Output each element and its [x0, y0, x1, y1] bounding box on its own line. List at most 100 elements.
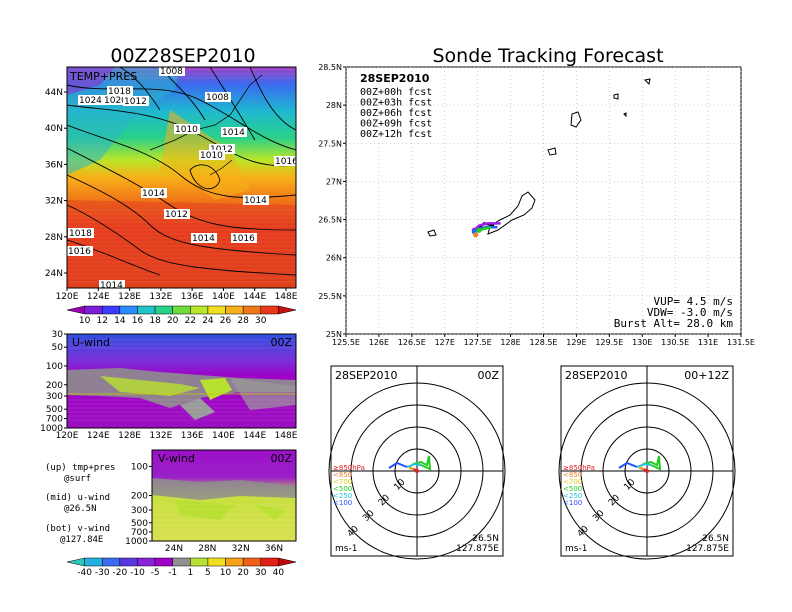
isobar-label-bg: [68, 228, 94, 238]
u-y-tick: 50: [52, 343, 64, 353]
hodo-time: 00Z: [477, 369, 499, 382]
v-x-tick: 24N: [165, 544, 183, 554]
isobar-label-bg: [99, 280, 125, 288]
wind-colorbar-swatch: [190, 557, 209, 567]
isobar-label-bg: [159, 67, 185, 76]
map-panel-label: TEMP+PRES: [69, 70, 137, 83]
isobar-label-bg: [243, 195, 269, 205]
v-y-tick: 500: [131, 519, 148, 529]
hodo-level: <500: [333, 485, 352, 493]
temp-colorbar-swatch: [260, 305, 279, 315]
temp-colorbar-label: 14: [114, 316, 126, 326]
hodo-lon: 127.875E: [686, 544, 729, 554]
hodo-level: <700: [333, 478, 352, 486]
u-x-tick: 140E: [212, 431, 235, 441]
track-y-ticks: 25N 25.5N 26N 26.5N 27N 27.5N 28N 28.5N: [318, 63, 346, 339]
wind-colorbar-label: -40: [77, 568, 92, 578]
isobar-label-bg: [141, 188, 167, 198]
map-x-tick: 144E: [243, 292, 266, 302]
track-series-end: [476, 227, 482, 233]
right-title: Sonde Tracking Forecast: [432, 45, 663, 67]
v-x-tick: 36N: [265, 544, 283, 554]
legend-mid: (mid) u-wind: [45, 493, 110, 503]
track-y-tick: 26N: [326, 254, 342, 263]
wind-colorbar-label: -30: [95, 568, 110, 578]
hodo-level: <850: [333, 471, 352, 479]
track-legend-item: 00Z+03h fcst: [360, 98, 432, 109]
track-y-tick: 26.5N: [318, 216, 342, 225]
hodo-date-bg: [333, 368, 407, 380]
isobar-label-bg: [231, 233, 257, 243]
track-legend-item: 00Z+00h fcst: [360, 87, 432, 98]
isobar-label: 1014: [244, 196, 267, 206]
isobar-label: 1020: [104, 96, 127, 106]
hodo-lon: 127.875E: [456, 544, 499, 554]
isobar-label-bg: [67, 246, 93, 256]
map-x-tick: 136E: [181, 292, 204, 302]
wind-colorbar-label: 1: [187, 568, 193, 578]
hodo-level: <500: [563, 485, 582, 493]
track-y-tick: 28.5N: [318, 63, 342, 72]
wind-colorbar-label: 40: [273, 568, 285, 578]
hodo-level: <100: [333, 499, 352, 507]
track-grid: [345, 66, 742, 335]
u-x-tick: 124E: [87, 431, 110, 441]
temp-colorbar-swatch: [154, 305, 173, 315]
v-y-tick: 200: [131, 492, 148, 502]
wind-colorbar-swatch: [225, 557, 244, 567]
wind-colorbar-label: 10: [220, 568, 232, 578]
temp-colorbar-label: 26: [220, 316, 232, 326]
temp-colorbar-label: 22: [185, 316, 196, 326]
temp-colorbar-label: 30: [255, 316, 267, 326]
temp-colorbar-swatch: [101, 305, 121, 315]
track-series-end: [473, 232, 479, 238]
v-panel-label: V-wind: [158, 452, 195, 465]
temp-colorbar-swatch: [278, 305, 297, 315]
wind-colorbar-swatch: [260, 557, 279, 567]
isobar-labels: 1008100810181020101210241010101410121010…: [67, 67, 296, 288]
track-x-tick: 126.5E: [398, 338, 426, 347]
hodo-units: ms-1: [565, 544, 587, 554]
track-x-tick: 125.5E: [332, 338, 360, 347]
map-y-tick: 28N: [45, 233, 63, 243]
map-x-ticks: 120E 124E 128E 132E 136E 140E 144E 148E: [56, 288, 298, 302]
hodo-trace: [412, 455, 432, 471]
wind-colorbar-swatch: [207, 557, 226, 567]
hodo-date: 28SEP2010: [335, 369, 398, 382]
temp-pres-map: 1008100810181020101210241010101410121010…: [45, 66, 298, 302]
wind-colorbar: [66, 557, 297, 567]
isobar-label: 1010: [175, 125, 198, 135]
wind-colorbar-label: -5: [151, 568, 160, 578]
hodo-trace: [636, 462, 652, 468]
wind-colorbar-swatch: [172, 557, 191, 567]
hodo-level: <100: [563, 499, 582, 507]
temp-colorbar-label: 18: [149, 316, 161, 326]
hodo-trace: [618, 461, 638, 469]
isobar-label-bg: [103, 95, 129, 105]
temp-colorbar-swatch: [242, 305, 262, 315]
temp-colorbar-swatch: [66, 305, 85, 315]
isobar-label: 1014: [142, 189, 165, 199]
track-vup: VUP= 4.5 m/s: [654, 295, 733, 308]
temp-colorbar-swatch: [207, 305, 226, 315]
track-y-tick: 25N: [326, 330, 342, 339]
wind-colorbar-swatch: [242, 557, 262, 567]
hodo-level: ≥850hPa: [563, 464, 595, 472]
isobar-label-bg: [164, 209, 190, 219]
u-panel-label: U-wind: [72, 336, 110, 349]
wind-colorbar-swatch: [119, 557, 138, 567]
isobar-label: 1014: [192, 234, 215, 244]
wind-colorbar-label: 20: [237, 568, 249, 578]
hodo-trace: [388, 461, 408, 469]
map-y-ticks: 24N 28N 32N 36N 40N 44N: [45, 88, 67, 279]
legend-up: (up) tmp+pres: [45, 463, 115, 473]
hodo-origin: [645, 469, 649, 473]
u-x-ticks: 120E 124E 128E 132E 136E 140E 144E 148E: [56, 431, 298, 441]
track-y-tick: 28N: [326, 101, 342, 110]
v-y-tick: 100: [131, 462, 148, 472]
u-y-tick: 300: [46, 392, 63, 402]
